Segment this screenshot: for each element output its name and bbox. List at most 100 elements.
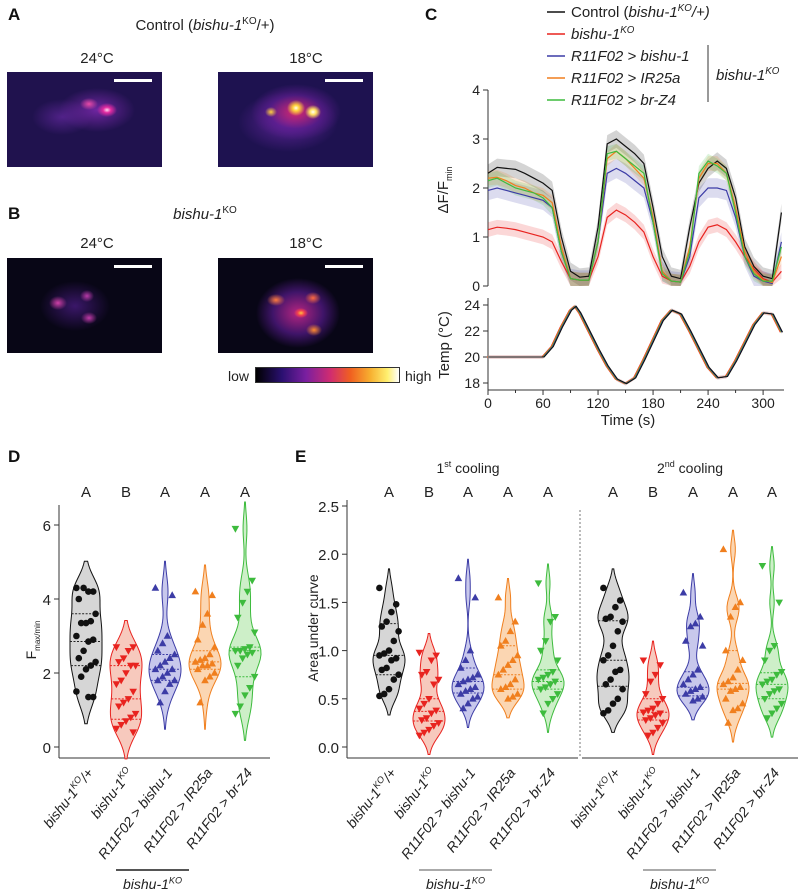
d-data-point [127, 662, 135, 670]
d-data-point [168, 665, 176, 673]
e1-data-point [430, 681, 438, 689]
e2-data-point [604, 652, 612, 659]
temp-trace-ir25a [487, 305, 782, 385]
y-tick-label: 2.5 [318, 499, 339, 516]
d-data-point [85, 693, 92, 701]
d-data-point [208, 591, 216, 599]
e1-title: 1st cooling [436, 459, 499, 476]
e1-data-point [415, 649, 424, 657]
y-tick-label: 22 [464, 323, 480, 339]
e2-data-point [651, 671, 660, 679]
d-data-point [241, 692, 249, 700]
e2-data-point [734, 665, 742, 673]
e2-data-point [644, 732, 652, 740]
d-data-point [246, 685, 254, 692]
e2-data-point [651, 712, 660, 720]
d-data-point [119, 699, 128, 707]
e1-data-point [432, 652, 440, 660]
e1-violin-ir25a [491, 577, 525, 719]
d-data-point [82, 619, 90, 627]
d-data-point [85, 638, 92, 645]
panel-label-c: C [425, 5, 437, 24]
x-tick-label: 60 [535, 395, 551, 411]
d-data-point [124, 648, 133, 655]
d-data-point [246, 644, 254, 652]
e1-data-point [461, 687, 470, 694]
e2-data-point [649, 729, 657, 737]
y-tick-label: 0.0 [318, 740, 339, 757]
e2-data-point [694, 694, 702, 702]
e1-data-point [376, 692, 383, 700]
calcium-image-ko-24c [7, 258, 162, 353]
d-data-point [92, 610, 99, 618]
d-data-point [154, 646, 162, 654]
d-data-point [77, 619, 85, 627]
e2-data-point [726, 687, 735, 694]
calcium-image-ko-18c [218, 258, 373, 353]
e1-data-point [541, 638, 550, 645]
e2-data-point [689, 696, 697, 704]
d-data-point [112, 681, 121, 689]
e2-significance-letter: B [648, 484, 658, 501]
e2-data-point [602, 615, 610, 623]
e2-data-point [691, 619, 700, 627]
d-data-point [194, 665, 202, 673]
e1-data-point [418, 671, 426, 679]
d-data-point [203, 609, 212, 617]
d-data-point [238, 599, 247, 607]
d-data-point [231, 710, 240, 718]
d-data-point [243, 588, 252, 596]
d-data-point [161, 687, 169, 695]
e1-data-point [497, 641, 505, 649]
d-data-point [191, 587, 200, 595]
d-data-point [131, 710, 140, 718]
e1-data-point [385, 685, 393, 693]
d-data-point [166, 654, 174, 661]
scale-bar [325, 265, 363, 268]
e2-data-point [775, 686, 783, 694]
d-data-point [73, 584, 80, 592]
d-data-point [166, 680, 174, 687]
trace-brz4 [487, 150, 783, 283]
y-tick-label: 18 [464, 375, 480, 391]
e2-data-point [768, 676, 776, 684]
d-data-point [201, 676, 209, 684]
d-data-point [89, 588, 97, 595]
d-data-point [210, 669, 219, 676]
d-significance-letter: A [240, 484, 250, 501]
d-data-point [129, 688, 137, 696]
d-data-point [154, 676, 162, 684]
e2-data-point [646, 715, 655, 723]
x-tick-label: 180 [641, 395, 665, 411]
d-data-point [163, 632, 172, 639]
e1-data-point [544, 700, 552, 708]
e1-data-point [464, 675, 472, 683]
e1-data-point [427, 710, 436, 718]
y-tick-label: 2 [472, 180, 480, 196]
d-data-point [250, 673, 259, 681]
x-tick-label: 300 [751, 395, 775, 411]
scale-bar [114, 79, 152, 82]
e2-data-point [770, 688, 779, 696]
d-data-point [208, 659, 216, 667]
e2-data-point [614, 695, 622, 703]
e2-data-point [609, 700, 617, 707]
y-tick-label: 0 [43, 740, 51, 757]
y-tick-label: 1 [472, 229, 480, 245]
d-data-point [151, 583, 160, 591]
d-data-point [122, 670, 130, 677]
d-group-bracket-label: bishu-1KO [123, 875, 182, 892]
e2-data-point [642, 717, 650, 725]
e1-group-bracket-label: bishu-1KO [426, 875, 485, 892]
temp-trace-ko [486, 305, 781, 385]
d-data-point [201, 654, 209, 661]
e1-data-point [427, 657, 436, 665]
e2-data-point [736, 598, 744, 606]
e1-data-point [378, 666, 386, 674]
e2-data-point [758, 681, 767, 689]
e1-data-point [459, 704, 467, 712]
d-data-point [163, 669, 172, 676]
e2-data-point [694, 665, 702, 673]
e2-data-point [691, 685, 700, 692]
